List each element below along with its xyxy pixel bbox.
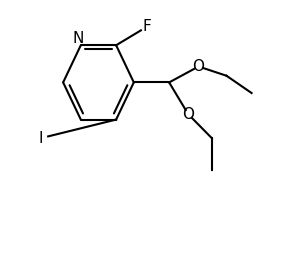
Text: I: I [39,131,43,146]
Text: F: F [143,19,152,34]
Text: O: O [182,107,194,122]
Text: N: N [72,31,83,46]
Text: O: O [193,59,205,74]
